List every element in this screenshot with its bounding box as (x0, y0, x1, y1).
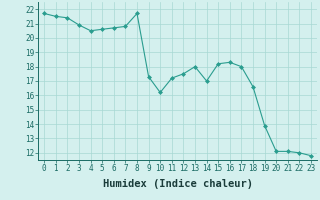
X-axis label: Humidex (Indice chaleur): Humidex (Indice chaleur) (103, 179, 252, 189)
